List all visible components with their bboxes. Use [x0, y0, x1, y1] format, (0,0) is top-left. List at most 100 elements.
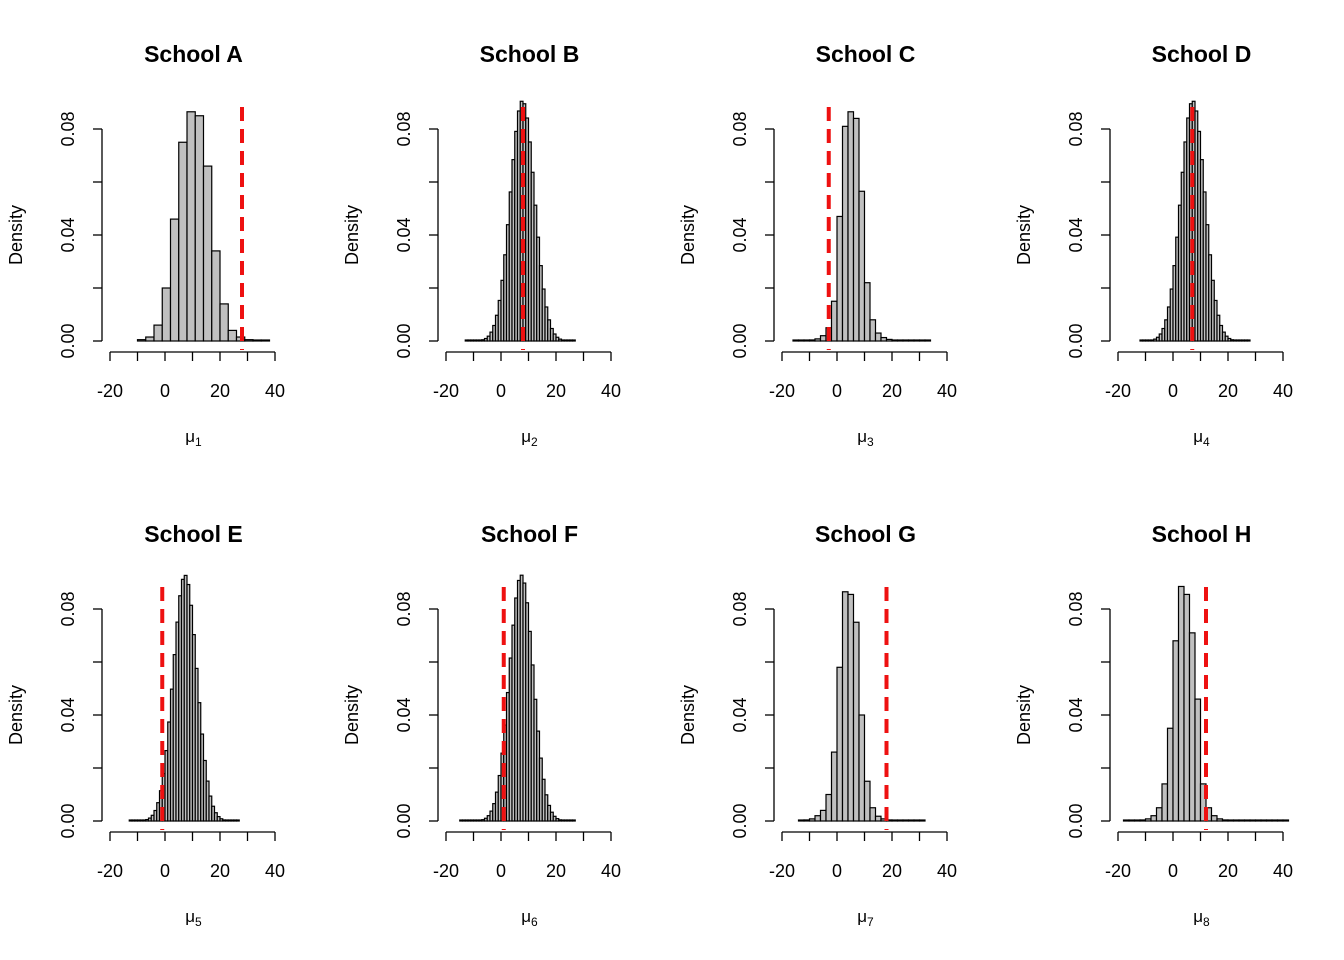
x-tick-label: 20	[882, 861, 902, 881]
x-axis-label: μ5	[185, 907, 202, 929]
x-axis-label-symbol: μ	[185, 907, 195, 926]
y-axis-label: Density	[342, 685, 362, 745]
histogram-bar	[803, 819, 811, 822]
histogram-bar	[1177, 585, 1185, 822]
y-tick-label: 0.00	[730, 323, 750, 358]
x-axis-label-symbol: μ	[857, 907, 867, 926]
histogram-bar	[869, 807, 877, 822]
histogram-bar	[858, 714, 866, 822]
x-axis-label-subscript: 8	[1203, 915, 1210, 929]
x-tick-label: 20	[1218, 381, 1238, 401]
x-axis-label: μ1	[185, 427, 202, 449]
histogram-bar	[797, 819, 805, 822]
histogram-bar	[1166, 727, 1174, 822]
y-tick-label: 0.08	[730, 591, 750, 626]
histogram-bar	[145, 336, 155, 342]
x-axis-label-symbol: μ	[1193, 427, 1203, 446]
y-tick-label: 0.08	[58, 111, 78, 146]
x-axis-label-subscript: 2	[531, 435, 538, 449]
x-axis-label-subscript: 3	[867, 435, 874, 449]
panel-title: School A	[144, 41, 243, 67]
panel-title: School G	[815, 521, 916, 547]
y-tick-label: 0.04	[1066, 697, 1086, 732]
x-tick-label: 0	[496, 381, 506, 401]
histogram-bar	[896, 339, 904, 342]
histogram-bar	[869, 319, 877, 342]
x-tick-label: 40	[265, 381, 285, 401]
histogram-bar	[1128, 819, 1136, 822]
panel-title: School C	[816, 41, 916, 67]
histogram-bar	[858, 190, 866, 342]
y-tick-label: 0.00	[394, 803, 414, 838]
y-tick-label: 0.08	[1066, 591, 1086, 626]
histogram-bar	[1133, 819, 1141, 822]
histogram-bar	[1254, 819, 1262, 822]
histogram-bar	[836, 666, 844, 822]
y-tick-label: 0.00	[58, 323, 78, 358]
histogram-bar	[1271, 819, 1279, 822]
x-tick-label: 0	[1168, 381, 1178, 401]
y-axis-label: Density	[678, 205, 698, 265]
y-axis-label: Density	[1014, 205, 1034, 265]
x-tick-label: 0	[832, 861, 842, 881]
y-axis-label: Density	[6, 685, 26, 745]
x-axis-label-symbol: μ	[185, 427, 195, 446]
histogram-bar	[830, 751, 838, 822]
histogram-bar	[902, 819, 910, 822]
x-tick-label: -20	[1105, 861, 1131, 881]
y-tick-label: 0.04	[730, 697, 750, 732]
histogram-bar	[847, 593, 855, 822]
histogram-bar	[808, 818, 816, 822]
y-tick-label: 0.00	[1066, 803, 1086, 838]
y-tick-label: 0.04	[394, 697, 414, 732]
y-tick-label: 0.04	[1066, 217, 1086, 252]
histogram-bar	[260, 339, 271, 342]
histogram-bar	[1238, 819, 1246, 822]
histogram-bar	[571, 339, 576, 342]
x-tick-label: -20	[769, 381, 795, 401]
x-tick-label: -20	[433, 381, 459, 401]
histogram-bar	[186, 111, 196, 342]
histogram-bar	[194, 115, 205, 342]
histogram-bar	[874, 332, 882, 342]
x-axis-label: μ6	[521, 907, 538, 929]
histogram-bar	[814, 815, 822, 822]
histogram-bar	[819, 809, 827, 822]
y-axis-label: Density	[1014, 685, 1034, 745]
histogram-bar	[803, 339, 811, 342]
x-tick-label: 40	[937, 381, 957, 401]
y-tick-label: 0.08	[394, 591, 414, 626]
histogram-bar	[918, 819, 926, 822]
histogram-bar	[1150, 815, 1158, 822]
histogram-bar	[252, 339, 262, 342]
histogram-bar	[1144, 818, 1152, 822]
histogram-bar	[863, 780, 871, 822]
y-axis-label: Density	[342, 205, 362, 265]
x-axis-label-symbol: μ	[857, 427, 867, 446]
y-tick-label: 0.00	[58, 803, 78, 838]
histogram-bar	[1210, 815, 1218, 822]
y-tick-label: 0.08	[1066, 111, 1086, 146]
histogram-bar	[891, 819, 899, 822]
panel-school-d: School D -20 0 20 40 μ4 0.00 0.04 0.08 Density	[1014, 41, 1293, 449]
histogram-bar	[153, 324, 163, 342]
x-tick-label: 0	[1168, 861, 1178, 881]
histogram-bar	[874, 815, 882, 822]
y-tick-label: 0.04	[730, 217, 750, 252]
x-axis-label: μ2	[521, 427, 538, 449]
x-axis-label: μ4	[1193, 427, 1210, 449]
y-tick-label: 0.08	[730, 111, 750, 146]
y-axis-label: Density	[678, 685, 698, 745]
histogram-bar	[880, 336, 888, 342]
x-tick-label: 20	[546, 381, 566, 401]
histogram-bar	[1155, 807, 1163, 822]
x-tick-label: 40	[1273, 861, 1293, 881]
panel-school-a: School A -20 0 20 40 μ1 0.00 0.04 0.08 Density	[6, 41, 285, 449]
histogram-bar	[1227, 819, 1235, 822]
y-tick-label: 0.04	[58, 217, 78, 252]
x-tick-label: 20	[210, 381, 230, 401]
histogram-bar	[227, 329, 238, 342]
histogram-bar	[885, 338, 893, 342]
histogram-bar	[902, 339, 910, 342]
panel-title: School D	[1152, 41, 1252, 67]
